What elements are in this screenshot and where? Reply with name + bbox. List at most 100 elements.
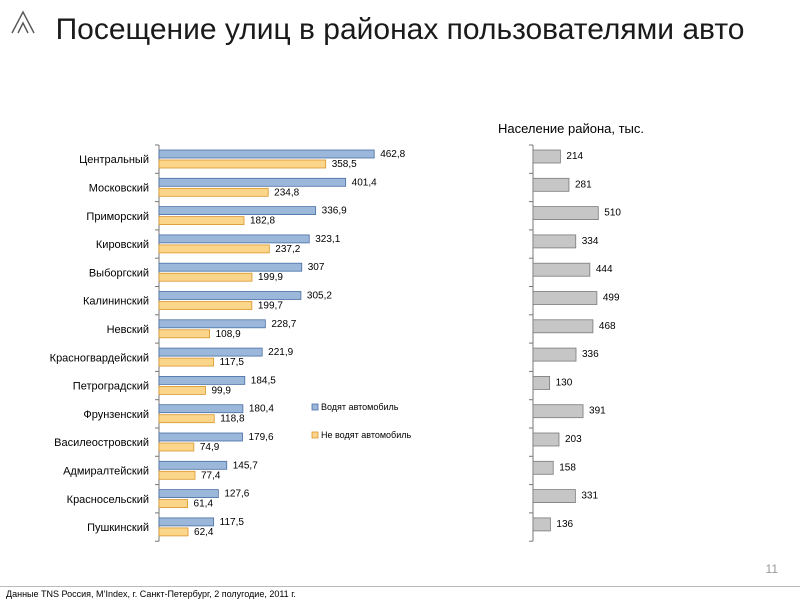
data-label: 334 [582, 236, 599, 247]
bar-population [532, 517, 551, 532]
data-label: 99,9 [211, 385, 231, 396]
bar-non-drivers [158, 470, 196, 480]
category-label: Невский [107, 324, 149, 336]
data-label: 130 [556, 377, 573, 388]
bar-non-drivers [158, 272, 253, 282]
bar-drivers [158, 149, 375, 159]
legend-label: Не водят автомобиль [321, 430, 411, 440]
bar-population [532, 432, 560, 447]
data-label: 468 [599, 321, 616, 332]
logo-icon [11, 10, 35, 34]
bar-non-drivers [158, 442, 195, 452]
bar-non-drivers [158, 357, 215, 367]
data-label: 305,2 [307, 291, 332, 302]
bar-drivers [158, 177, 347, 187]
bar-drivers [158, 432, 243, 442]
category-label: Московский [89, 182, 149, 194]
footer-divider [0, 586, 800, 587]
bar-drivers [158, 460, 228, 470]
data-label: 145,7 [233, 460, 258, 471]
bar-non-drivers [158, 385, 206, 395]
bar-population [532, 177, 570, 192]
data-label: 358,5 [332, 159, 357, 170]
bar-non-drivers [158, 216, 245, 226]
bar-population [532, 206, 599, 221]
data-label: 199,9 [258, 272, 283, 283]
bar-non-drivers [158, 527, 189, 537]
data-label: 180,4 [249, 404, 274, 415]
data-label: 462,8 [380, 149, 405, 160]
data-label: 401,4 [352, 177, 377, 188]
data-label: 234,8 [274, 187, 299, 198]
data-label: 74,9 [200, 442, 220, 453]
category-label: Красносельский [67, 494, 149, 506]
bar-drivers [158, 517, 215, 527]
bar-non-drivers [158, 499, 188, 509]
bar-population [532, 291, 598, 305]
footer-source: Данные TNS Россия, M’Index, г. Санкт-Пет… [6, 589, 296, 599]
slide-title: Посещение улиц в районах пользователями … [55, 13, 745, 46]
category-label: Центральный [79, 154, 149, 166]
data-label: 179,6 [249, 432, 274, 443]
bar-population [532, 149, 561, 164]
category-label: Выборгский [89, 267, 149, 279]
category-label: Петроградский [73, 381, 149, 393]
data-label: 77,4 [201, 470, 221, 481]
legend-swatch [311, 431, 319, 439]
data-label: 281 [575, 179, 592, 190]
bar-drivers [158, 404, 244, 414]
data-label: 228,7 [271, 319, 296, 330]
data-label: 323,1 [315, 234, 340, 245]
data-label: 182,8 [250, 216, 275, 227]
data-label: 391 [589, 406, 606, 417]
bar-non-drivers [158, 187, 269, 197]
data-label: 307 [308, 262, 325, 273]
data-label: 331 [581, 491, 598, 502]
data-label: 136 [556, 519, 573, 530]
data-label: 127,6 [224, 489, 249, 500]
data-label: 184,5 [251, 375, 276, 386]
category-label: Приморский [86, 211, 149, 223]
data-label: 158 [559, 462, 576, 473]
bar-drivers [158, 319, 266, 329]
bar-non-drivers [158, 414, 215, 424]
data-label: 499 [603, 293, 620, 304]
category-label: Василеостровский [54, 437, 149, 449]
bar-drivers [158, 262, 303, 272]
category-label: Пушкинский [87, 522, 149, 534]
bar-drivers [158, 206, 317, 216]
bar-population [532, 319, 594, 334]
bar-population [532, 404, 584, 419]
category-label: Красногвардейский [50, 352, 149, 364]
data-label: 118,8 [220, 414, 245, 425]
legend-label: Водят автомобиль [321, 402, 399, 412]
data-label: 444 [596, 264, 613, 275]
bar-drivers [158, 347, 263, 357]
bar-population [532, 460, 554, 475]
data-label: 62,4 [194, 527, 214, 538]
bar-drivers [158, 291, 302, 300]
data-label: 203 [565, 434, 582, 445]
data-label: 199,7 [258, 301, 283, 312]
bar-population [532, 262, 591, 277]
population-chart-title: Население района, тыс. [498, 121, 645, 136]
bar-population [532, 234, 577, 249]
data-label: 510 [604, 208, 621, 219]
bar-drivers [158, 489, 219, 499]
bar-drivers [158, 375, 246, 385]
data-label: 108,9 [216, 329, 241, 340]
category-label: Калининский [83, 296, 149, 308]
data-label: 117,5 [220, 517, 245, 528]
category-label: Адмиралтейский [63, 465, 149, 477]
data-label: 336,9 [322, 206, 347, 217]
bar-non-drivers [158, 244, 270, 254]
bar-non-drivers [158, 159, 327, 169]
bar-non-drivers [158, 301, 253, 310]
bar-population [532, 489, 576, 504]
page-number: 11 [765, 562, 778, 576]
data-label: 117,5 [220, 357, 245, 368]
category-label: Фрунзенский [83, 409, 149, 421]
legend-swatch [311, 403, 319, 411]
